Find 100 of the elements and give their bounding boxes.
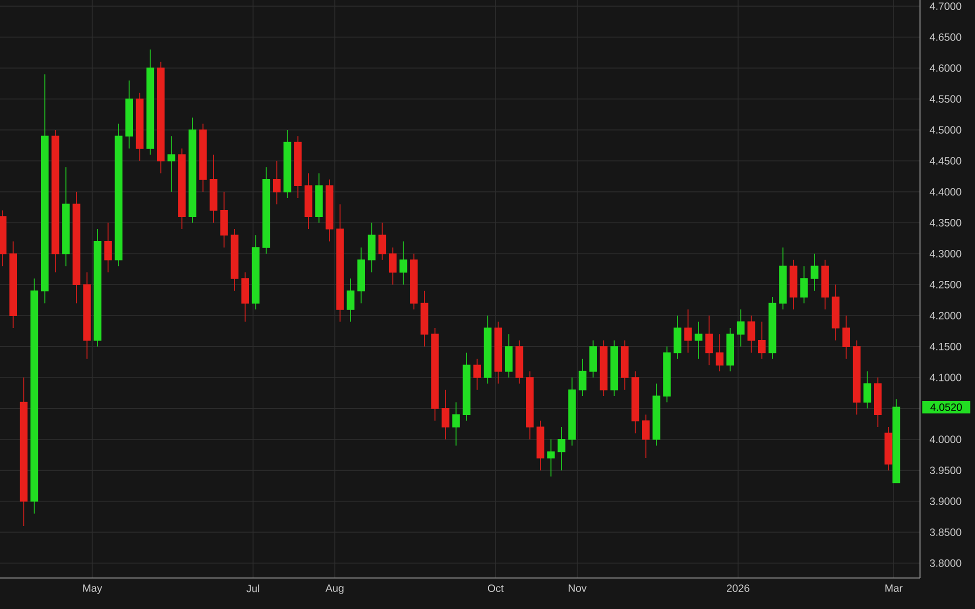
candlestick xyxy=(9,240,18,328)
candlestick xyxy=(821,260,829,310)
candlestick xyxy=(494,321,502,384)
candlestick xyxy=(536,420,544,471)
candlestick xyxy=(294,136,302,198)
candlestick xyxy=(178,148,186,230)
candlestick xyxy=(578,358,586,396)
candlestick xyxy=(768,296,776,360)
candlestick xyxy=(230,228,238,292)
candlestick xyxy=(452,402,460,446)
candlestick xyxy=(589,340,597,378)
candlestick xyxy=(736,309,745,347)
candlestick xyxy=(694,321,702,360)
y-tick-label: 3.8500 xyxy=(930,528,962,536)
x-tick-label: Aug xyxy=(325,584,344,594)
candlestick xyxy=(779,247,787,310)
candlestick xyxy=(810,253,818,292)
candlestick xyxy=(284,130,292,198)
candlestick xyxy=(642,414,650,458)
candlestick xyxy=(0,210,6,266)
y-tick-label: 3.9500 xyxy=(930,466,962,474)
y-tick-label: 4.4500 xyxy=(930,157,962,165)
candlestick xyxy=(146,49,154,156)
x-tick-label: 2026 xyxy=(726,584,750,592)
candlestick xyxy=(874,377,882,428)
candlestick xyxy=(336,204,344,322)
candlestick xyxy=(892,398,900,484)
candlestick xyxy=(863,370,872,409)
candlestick xyxy=(40,74,49,304)
candlestick xyxy=(30,278,38,514)
candlestick xyxy=(852,340,861,416)
candlestick xyxy=(72,191,80,304)
candlestick xyxy=(462,352,470,422)
candlestick xyxy=(20,377,28,526)
candlestick xyxy=(842,315,850,360)
y-tick-label: 4.3500 xyxy=(930,219,962,226)
candlestick xyxy=(199,123,207,192)
candlestick xyxy=(758,321,766,360)
text: 4.0520 xyxy=(930,403,962,411)
candlestick xyxy=(252,234,260,310)
candlestick xyxy=(346,278,354,322)
candlestick xyxy=(262,166,270,254)
candlestick xyxy=(442,389,450,440)
y-tick-label: 4.1000 xyxy=(930,374,962,382)
candlestick xyxy=(832,284,840,341)
y-tick-label: 4.7000 xyxy=(930,2,962,10)
candlestick xyxy=(210,154,218,224)
candlestick xyxy=(600,340,608,396)
candlestick xyxy=(547,438,555,477)
candlestick xyxy=(378,222,386,260)
candlestick xyxy=(684,309,692,354)
x-tick-label: Jul xyxy=(246,584,260,592)
candlestick xyxy=(620,340,629,390)
candlestick xyxy=(747,315,756,354)
candlestick xyxy=(526,370,534,440)
candlestick xyxy=(104,222,112,273)
candlestick xyxy=(156,61,165,174)
y-tick-label: 4.6500 xyxy=(930,33,962,41)
y-tick-label: 4.4000 xyxy=(930,188,962,196)
candlestick xyxy=(315,172,323,224)
candlestick xyxy=(674,315,682,360)
candlestick xyxy=(631,370,640,434)
x-tick-label: Oct xyxy=(488,584,504,592)
candlestick xyxy=(705,315,713,366)
y-tick-label: 3.9000 xyxy=(930,498,962,505)
candlestick xyxy=(420,290,428,347)
candlestick xyxy=(368,222,376,273)
candlestick xyxy=(652,383,660,446)
candlestick xyxy=(220,191,228,248)
y-tick-label: 4.1500 xyxy=(930,342,962,350)
y-tick-label: 4.3000 xyxy=(930,250,962,258)
candlestick xyxy=(241,272,249,322)
candlestick xyxy=(884,426,892,471)
y-tick-label: 4.5000 xyxy=(930,126,962,134)
x-tick-label: Mar xyxy=(885,584,903,592)
candlestick xyxy=(800,266,808,304)
y-tick-label: 4.5500 xyxy=(930,95,962,103)
y-tick-label: 4.6000 xyxy=(930,64,962,72)
candlestick xyxy=(114,123,122,266)
y-tick-label: 3.8000 xyxy=(930,559,962,567)
candlestick xyxy=(52,130,60,273)
candlestick xyxy=(94,228,102,347)
candlestick xyxy=(504,334,513,378)
candlestick xyxy=(473,358,481,390)
candlestick xyxy=(326,179,334,242)
y-tick-label: 4.0000 xyxy=(930,436,962,444)
candlestick xyxy=(663,346,671,403)
candlestick xyxy=(610,340,618,396)
candlestick xyxy=(716,334,724,372)
x-tick-label: Nov xyxy=(568,584,587,592)
candlestick xyxy=(62,166,70,266)
candlestick xyxy=(790,260,798,310)
candlestick xyxy=(400,240,408,286)
candlestick xyxy=(357,247,365,304)
candlestick xyxy=(515,340,524,384)
candlestick xyxy=(83,272,91,360)
candlestick xyxy=(188,117,196,224)
y-tick-label: 4.2000 xyxy=(930,312,962,320)
candlestick xyxy=(568,377,576,446)
candlestick xyxy=(136,92,144,162)
